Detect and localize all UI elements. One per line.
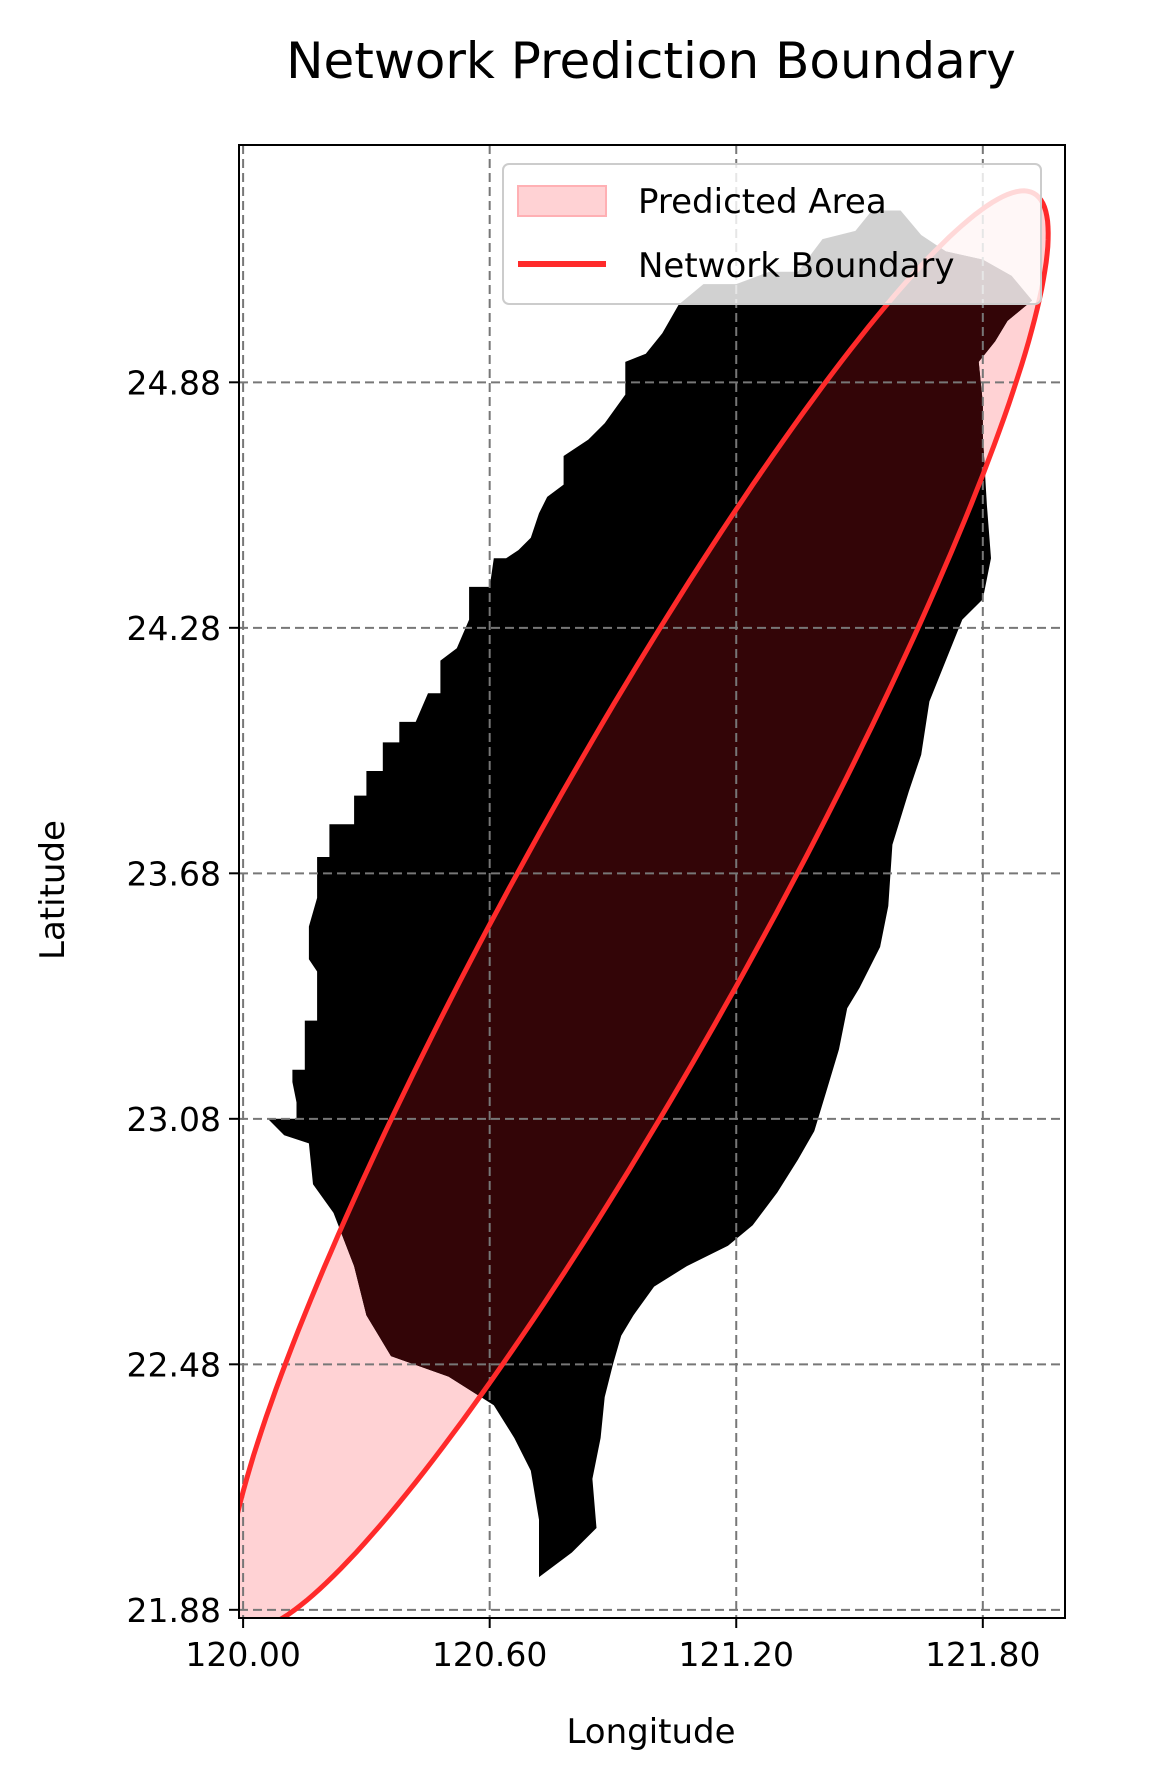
x-tick-label: 121.80 [925, 1635, 1040, 1674]
x-axis-ticks: 120.00 120.60 121.20 121.80 [185, 1618, 1041, 1674]
x-tick-label: 120.00 [185, 1635, 300, 1674]
x-axis-label: Longitude [566, 1712, 735, 1752]
y-tick-label: 23.68 [127, 854, 221, 893]
x-tick-label: 120.60 [432, 1635, 547, 1674]
y-tick-label: 24.88 [127, 363, 221, 402]
legend: Predicted Area Network Boundary [502, 163, 1042, 305]
plot-area [239, 145, 1065, 1618]
y-tick-label: 23.08 [127, 1100, 221, 1139]
y-axis-label: Latitude [33, 820, 73, 960]
y-tick-label: 24.28 [127, 609, 221, 648]
legend-patch-swatch [517, 185, 607, 217]
y-tick-label: 22.48 [127, 1345, 221, 1384]
overlap-region [267, 210, 1033, 1578]
y-tick-label: 21.88 [127, 1591, 221, 1630]
legend-box [502, 163, 1042, 305]
grid [239, 145, 1065, 1618]
network-boundary-line [239, 188, 1051, 1618]
legend-label-predicted-area: Predicted Area [638, 182, 887, 222]
chart-title: Network Prediction Boundary [286, 32, 1016, 90]
y-axis-ticks: 21.88 22.48 23.08 23.68 24.28 24.88 [127, 363, 239, 1630]
legend-label-network-boundary: Network Boundary [638, 246, 955, 286]
plot-frame [238, 144, 1066, 1619]
x-tick-label: 121.20 [679, 1635, 794, 1674]
